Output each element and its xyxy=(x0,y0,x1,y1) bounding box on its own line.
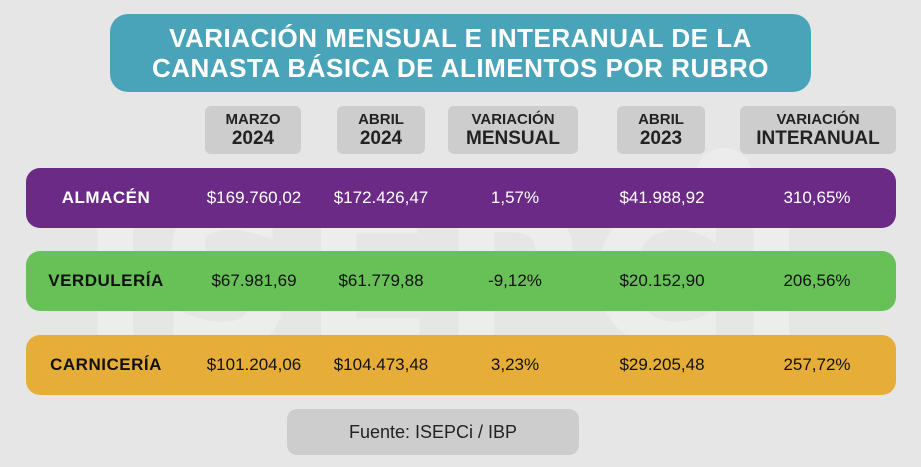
cell-variacion-interanual: 206,56% xyxy=(783,271,851,290)
cell-variacion-interanual: 257,72% xyxy=(783,355,851,374)
cell-variacion-mensual: 3,23% xyxy=(490,355,540,374)
row-category-label: VERDULERÍA xyxy=(48,271,164,290)
column-header-line-2: 2024 xyxy=(359,128,403,149)
cell-variacion-mensual: 1,57% xyxy=(490,188,540,207)
cell-abril-2024: $61.779,88 xyxy=(338,271,424,290)
infographic-title: VARIACIÓN MENSUAL E INTERANUAL DE LA CAN… xyxy=(110,14,811,92)
table-row-verduleria: VERDULERÍA $67.981,69 $61.779,88 -9,12% … xyxy=(26,251,896,311)
title-line-2: CANASTA BÁSICA DE ALIMENTOS POR RUBRO xyxy=(152,53,769,83)
column-header-line-2: 2024 xyxy=(231,128,275,149)
column-header-variacion-interanual: VARIACIÓN INTERANUAL xyxy=(740,106,896,154)
column-header-marzo-2024: MARZO 2024 xyxy=(205,106,301,154)
row-category-label: ALMACÉN xyxy=(61,188,151,207)
title-line-1: VARIACIÓN MENSUAL E INTERANUAL DE LA xyxy=(169,23,752,53)
row-category-label: CARNICERÍA xyxy=(50,355,162,374)
cell-marzo-2024: $169.760,02 xyxy=(206,188,302,207)
cell-abril-2023: $41.988,92 xyxy=(619,188,705,207)
column-header-line-1: MARZO xyxy=(225,111,281,128)
cell-marzo-2024: $101.204,06 xyxy=(206,355,302,374)
cell-variacion-mensual: -9,12% xyxy=(488,271,542,290)
cell-abril-2023: $29.205,48 xyxy=(619,355,705,374)
column-header-line-1: VARIACIÓN xyxy=(776,111,860,128)
cell-abril-2024: $104.473,48 xyxy=(333,355,429,374)
source-note: Fuente: ISEPCi / IBP xyxy=(287,409,579,455)
column-header-line-1: VARIACIÓN xyxy=(471,111,555,128)
column-header-line-2: 2023 xyxy=(639,128,683,149)
column-header-line-1: ABRIL xyxy=(638,111,684,128)
column-header-abril-2024: ABRIL 2024 xyxy=(337,106,425,154)
column-header-line-2: MENSUAL xyxy=(466,128,560,149)
cell-abril-2023: $20.152,90 xyxy=(619,271,705,290)
cell-variacion-interanual: 310,65% xyxy=(783,188,851,207)
cell-marzo-2024: $67.981,69 xyxy=(211,271,297,290)
column-header-variacion-mensual: VARIACIÓN MENSUAL xyxy=(448,106,578,154)
cell-abril-2024: $172.426,47 xyxy=(333,188,429,207)
column-header-abril-2023: ABRIL 2023 xyxy=(617,106,705,154)
table-row-carniceria: CARNICERÍA $101.204,06 $104.473,48 3,23%… xyxy=(26,335,896,395)
table-row-almacen: ALMACÉN $169.760,02 $172.426,47 1,57% $4… xyxy=(26,168,896,228)
column-header-line-2: INTERANUAL xyxy=(756,128,880,149)
column-header-line-1: ABRIL xyxy=(358,111,404,128)
